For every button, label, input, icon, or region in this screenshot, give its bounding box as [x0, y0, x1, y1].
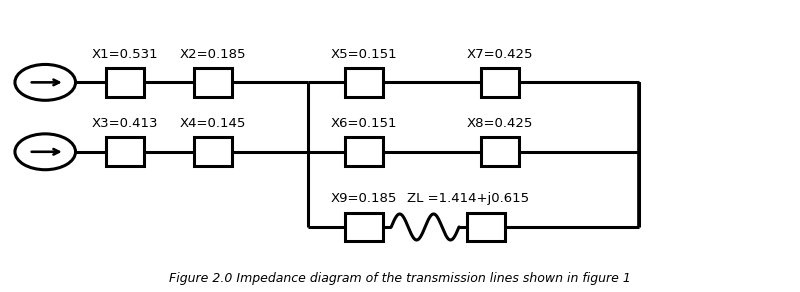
- Text: X7=0.425: X7=0.425: [466, 48, 533, 61]
- Text: X9=0.185: X9=0.185: [331, 192, 398, 205]
- Bar: [106, 68, 144, 97]
- Text: X2=0.185: X2=0.185: [179, 48, 246, 61]
- Text: ZL =1.414+j0.615: ZL =1.414+j0.615: [407, 192, 530, 205]
- Text: X5=0.151: X5=0.151: [331, 48, 398, 61]
- Bar: [345, 137, 383, 166]
- Text: X6=0.151: X6=0.151: [331, 117, 398, 130]
- Bar: [345, 213, 383, 241]
- Bar: [467, 213, 506, 241]
- Bar: [194, 68, 232, 97]
- Bar: [194, 137, 232, 166]
- Text: X3=0.413: X3=0.413: [92, 117, 158, 130]
- Bar: [345, 68, 383, 97]
- Ellipse shape: [15, 65, 75, 100]
- Text: X4=0.145: X4=0.145: [179, 117, 246, 130]
- Bar: [481, 137, 518, 166]
- Bar: [481, 68, 518, 97]
- Bar: [106, 137, 144, 166]
- Text: Figure 2.0 Impedance diagram of the transmission lines shown in figure 1: Figure 2.0 Impedance diagram of the tran…: [169, 272, 631, 285]
- Text: X8=0.425: X8=0.425: [466, 117, 533, 130]
- Text: X1=0.531: X1=0.531: [92, 48, 158, 61]
- Ellipse shape: [15, 134, 75, 170]
